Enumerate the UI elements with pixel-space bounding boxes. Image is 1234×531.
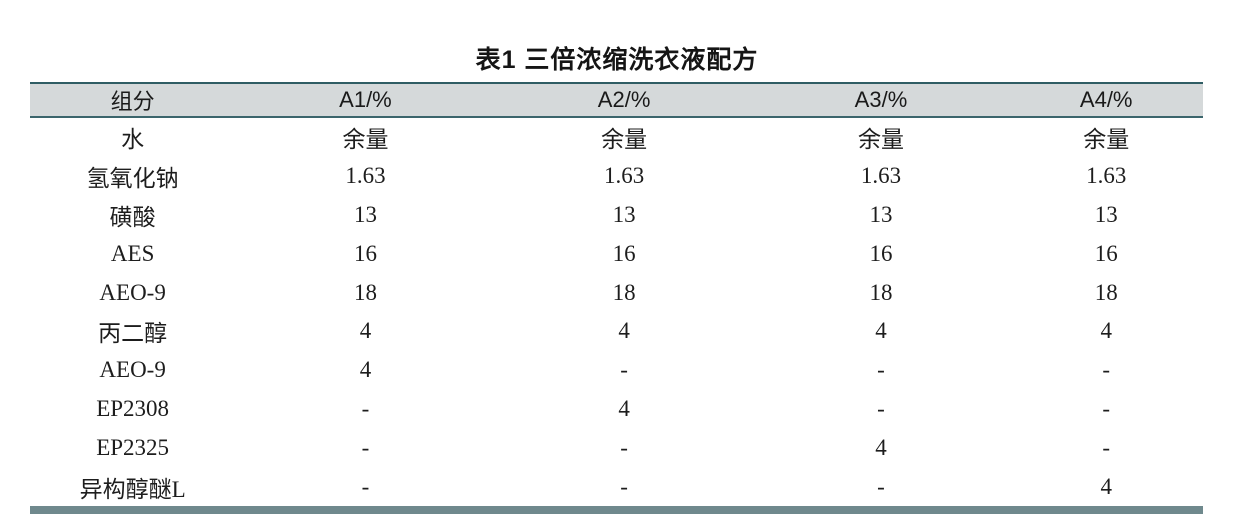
table-row: 氢氧化钠 1.63 1.63 1.63 1.63 [30,157,1203,196]
table-cell: 13 [353,201,377,227]
row-label: AEO-9 [99,279,166,305]
table-cell: 18 [869,279,893,305]
header-cell-a2: A2/% [495,82,753,118]
row-label: AEO-9 [99,357,166,383]
table-cell: 18 [612,279,636,305]
table-cell: - [361,473,370,499]
table-cell: 1.63 [603,163,645,189]
table-cell: - [620,434,628,460]
row-label: 水 [121,127,145,153]
row-label: 异构醇醚L [79,476,186,502]
table-title: 表1 三倍浓缩洗衣液配方 [475,46,759,74]
table-row: EP2308 - 4 - - [30,390,1203,429]
table-cell: 13 [1094,201,1118,227]
table-cell: - [1102,434,1111,460]
header-cell-a4: A4/% [1009,82,1203,118]
table-cell: 16 [1094,240,1118,266]
table-cell: 13 [612,201,636,227]
table-cell: 16 [353,240,377,266]
table-cell: 4 [875,318,887,344]
row-label: 丙二醇 [98,321,168,347]
table-row: EP2325 - - 4 - [30,428,1203,467]
table-row: 水 余量 余量 余量 余量 [30,117,1203,157]
table-cell: 16 [869,240,893,266]
table-cell: 18 [353,279,377,305]
row-label: 氢氧化钠 [86,166,179,192]
table-cell: 余量 [342,127,389,153]
row-label: EP2308 [96,395,170,421]
table-row: 丙二醇 4 4 4 4 [30,312,1203,351]
table-row: 磺酸 13 13 13 13 [30,196,1203,235]
table-cell: 余量 [857,127,904,153]
table-row: AEO-9 18 18 18 18 [30,273,1203,312]
row-label: AES [110,240,155,266]
table-cell: - [361,434,370,460]
row-label: 磺酸 [109,204,156,230]
table-cell: - [877,473,885,499]
table-cell: - [620,473,628,499]
table-cell: 4 [618,318,630,344]
header-cell-a1: A1/% [235,82,496,118]
table-cell: 4 [875,434,887,460]
row-label: EP2325 [96,434,170,460]
table-cell: - [361,395,370,421]
table-cell: 4 [1100,318,1112,344]
header-row: 组分 A1/% A2/% A3/% A4/% [30,82,1203,118]
table-cell: 4 [359,318,372,344]
table-cell: 余量 [601,127,648,153]
table-cell: 4 [359,357,372,383]
table-cell: 4 [618,395,630,421]
table-cell: - [877,357,885,383]
table-cell: 1.63 [345,163,386,189]
table-cell: 4 [1100,473,1112,499]
table-cell: - [1102,395,1111,421]
header-cell-component: 组分 [30,82,236,118]
table-cell: 1.63 [1086,163,1127,189]
table-row: AEO-9 4 - - - [30,351,1203,390]
table-cell: 18 [1094,279,1118,305]
header-cell-a3: A3/% [752,82,1010,118]
formula-table: 组分 A1/% A2/% A3/% A4/% 水 余量 余量 余量 余量 氢氧化… [30,82,1203,514]
table-cell: 13 [869,201,893,227]
table-row: 异构醇醚L - - - 4 [30,467,1203,510]
table-cell: 余量 [1083,127,1130,153]
table-cell: 1.63 [860,163,902,189]
table-row: AES 16 16 16 16 [30,234,1203,273]
table-cell: - [620,357,628,383]
table-cell: - [877,395,885,421]
table-cell: - [1102,357,1111,383]
table-cell: 16 [612,240,636,266]
